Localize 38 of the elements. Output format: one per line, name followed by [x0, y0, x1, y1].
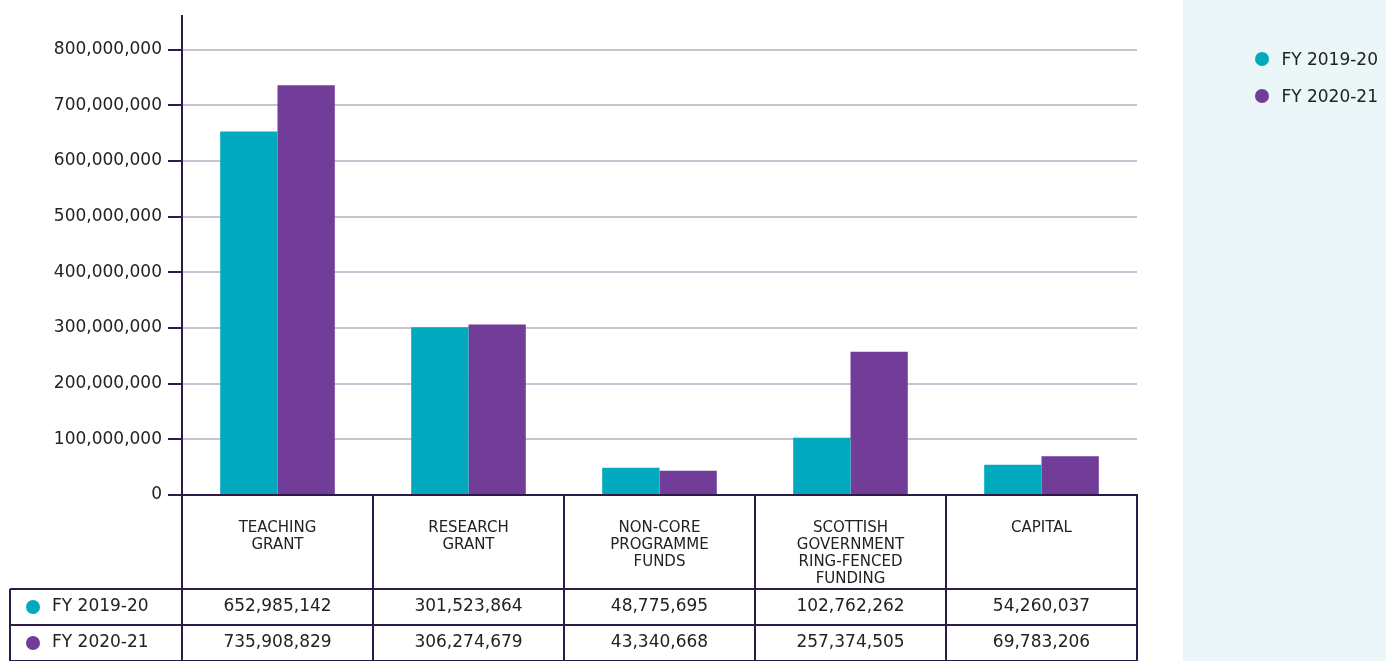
bar	[602, 467, 660, 494]
y-tick-label: 500,000,000	[53, 205, 162, 226]
text: FY 2020-21	[52, 631, 149, 652]
y-tick-label: 0	[151, 483, 162, 504]
bar	[850, 351, 908, 494]
x-tick-label: RESEARCH GRANT	[428, 517, 509, 553]
y-tick-label: 700,000,000	[53, 93, 162, 114]
x-tick-label: SCOTTISH GOVERNMENT RING-FENCED FUNDING	[796, 517, 906, 588]
data-label: 652,985,142	[223, 595, 332, 616]
legend-label: FY 2019-20	[52, 595, 149, 616]
bar	[659, 470, 717, 494]
x-tick-label: TEACHING GRANT	[237, 517, 317, 553]
y-tick-label: 200,000,000	[53, 372, 162, 393]
x-tick-label: NON-CORE PROGRAMME FUNDS	[610, 517, 709, 571]
bar	[1041, 456, 1099, 494]
y-tick-label: 100,000,000	[53, 427, 162, 448]
y-tick-label: 400,000,000	[53, 260, 162, 281]
data-label: 54,260,037	[992, 595, 1091, 616]
y-tick-label: 600,000,000	[53, 149, 162, 170]
bar	[220, 131, 278, 494]
data-label: 301,523,864	[414, 595, 523, 616]
data-label: 43,340,668	[610, 631, 709, 652]
bar	[984, 464, 1042, 494]
data-label: 735,908,829	[223, 631, 332, 652]
y-tick-label: 800,000,000	[53, 38, 162, 59]
y-tick-label: 300,000,000	[53, 316, 162, 337]
data-label: 48,775,695	[610, 595, 709, 616]
data-label: 257,374,505	[796, 631, 905, 652]
bar	[277, 85, 335, 494]
data-label: 102,762,262	[796, 595, 905, 616]
bar	[468, 324, 526, 494]
legend-label: FY 2020-21	[1281, 85, 1378, 106]
bar	[793, 437, 851, 494]
x-tick-label: CAPITAL	[1011, 517, 1073, 536]
data-label: 69,783,206	[992, 631, 1091, 652]
data-label: 306,274,679	[414, 631, 523, 652]
bar	[411, 327, 469, 494]
side-panel: FY 2019-20 FY 2020-21	[1183, 0, 1386, 661]
